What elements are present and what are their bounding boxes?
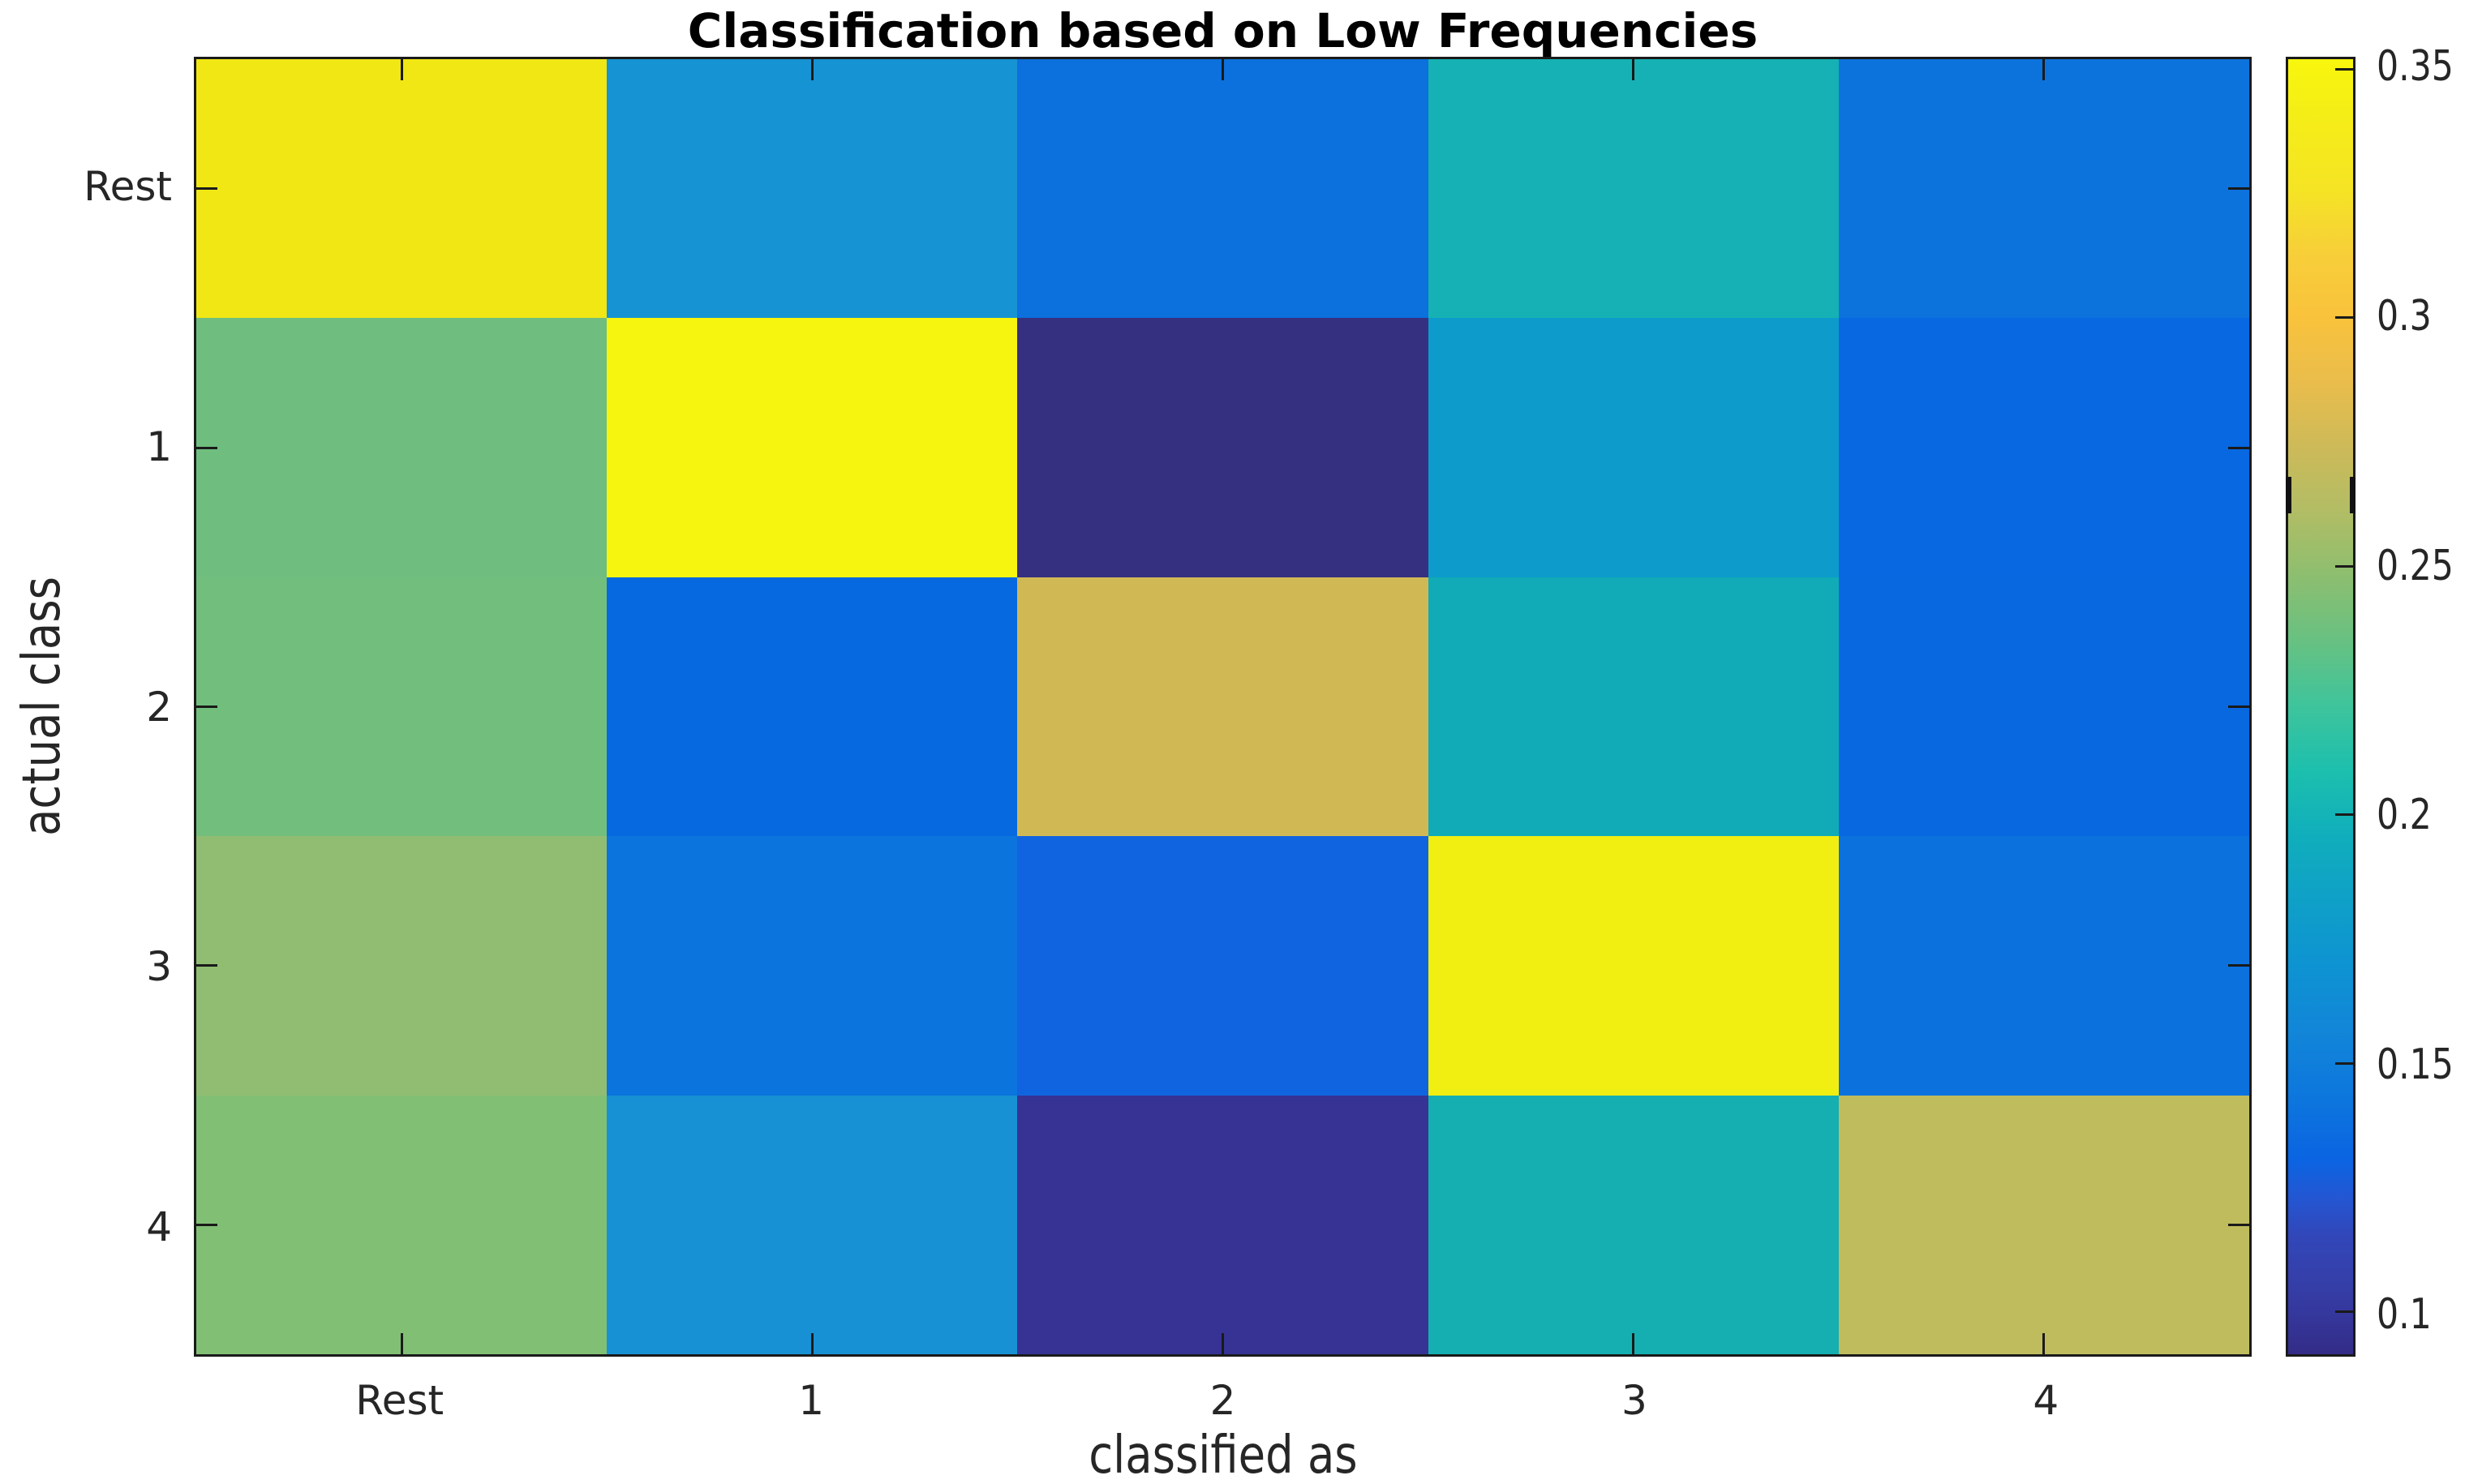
x-axis-label: classified as — [1088, 1426, 1358, 1484]
axis-tick — [196, 446, 217, 449]
colorbar-tick-label-2: 0.25 — [2377, 541, 2454, 590]
x-tick-label-4: 4 — [2033, 1377, 2059, 1424]
colorbar-tick-label-0: 0.35 — [2377, 42, 2454, 92]
y-tick-labels: Rest 1 2 3 4 — [0, 57, 172, 1357]
axis-tick — [2228, 187, 2249, 191]
axis-tick — [810, 1333, 814, 1354]
heatmap-cell-r1c1 — [607, 318, 1018, 577]
y-tick-label-0: Rest — [84, 163, 172, 211]
y-tick-label-3: 3 — [146, 943, 172, 991]
heatmap-cell-r4c0 — [196, 1095, 608, 1354]
y-tick-label-2: 2 — [146, 683, 172, 731]
x-tick-label-1: 1 — [798, 1377, 824, 1424]
colorbar-tick-label-4: 0.15 — [2377, 1040, 2454, 1090]
axis-tick — [810, 59, 814, 80]
colorbar-tick-label-3: 0.2 — [2377, 791, 2432, 840]
colorbar-tick — [2335, 1310, 2353, 1314]
heatmap-cell-r4c4 — [1838, 1095, 2249, 1354]
colorbar — [2286, 57, 2355, 1357]
colorbar-tick — [2335, 316, 2353, 320]
heatmap-cell-r1c4 — [1838, 318, 2249, 577]
heatmap-cell-r0c1 — [607, 59, 1018, 319]
colorbar-tick-labels: 0.35 0.3 0.25 0.2 0.15 0.1 — [2377, 42, 2465, 1357]
x-tick-label-2: 2 — [1209, 1377, 1236, 1424]
colorbar-tick-label-1: 0.3 — [2377, 291, 2432, 341]
axis-tick — [2042, 59, 2046, 80]
colorbar-tick — [2335, 813, 2353, 817]
heatmap-cell-r1c0 — [196, 318, 608, 577]
heatmap-cell-r4c1 — [607, 1095, 1018, 1354]
heatmap-cell-r3c4 — [1838, 836, 2249, 1096]
heatmap-cell-r4c2 — [1017, 1095, 1428, 1354]
colorbar-tick-label-5: 0.1 — [2377, 1289, 2432, 1339]
axis-tick — [400, 1333, 403, 1354]
axis-tick — [400, 59, 403, 80]
x-tick-label-3: 3 — [1621, 1377, 1647, 1424]
heatmap-cell-r3c1 — [607, 836, 1018, 1096]
axis-tick — [1632, 1333, 1635, 1354]
heatmap-cell-r0c2 — [1017, 59, 1428, 319]
axis-tick — [2228, 964, 2249, 967]
heatmap-cell-r3c2 — [1017, 836, 1428, 1096]
colorbar-tick — [2335, 67, 2353, 71]
heatmap-cell-r3c0 — [196, 836, 608, 1096]
heatmap-cell-r4c3 — [1428, 1095, 1839, 1354]
axis-tick — [2228, 706, 2249, 708]
heatmap-cell-r0c4 — [1838, 59, 2249, 319]
colorbar-tick — [2335, 564, 2353, 568]
heatmap-cell-r2c3 — [1428, 577, 1839, 837]
heatmap-cell-r2c4 — [1838, 577, 2249, 837]
axis-tick — [196, 706, 217, 708]
axis-tick — [196, 1223, 217, 1226]
heatmap-cell-r3c3 — [1428, 836, 1839, 1096]
heatmap-cell-r1c2 — [1017, 318, 1428, 577]
y-tick-label-4: 4 — [146, 1203, 172, 1250]
heatmap-cell-r2c2 — [1017, 577, 1428, 837]
axis-tick — [1222, 1333, 1224, 1354]
heatmap-cell-r2c1 — [607, 577, 1018, 837]
axis-tick — [2228, 446, 2249, 449]
heatmap-cell-r0c0 — [196, 59, 608, 319]
heatmap-cell-r0c3 — [1428, 59, 1839, 319]
colorbar-tick — [2335, 1062, 2353, 1065]
axis-tick — [196, 187, 217, 191]
colorbar-edge-mark — [2286, 477, 2291, 513]
heatmap-grid — [196, 59, 2249, 1354]
heatmap-cell-r2c0 — [196, 577, 608, 837]
heatmap-cell-r1c3 — [1428, 318, 1839, 577]
x-tick-label-0: Rest — [355, 1377, 444, 1424]
axis-tick — [196, 964, 217, 967]
x-tick-labels: Rest 1 2 3 4 — [194, 1377, 2252, 1426]
axis-tick — [2228, 1223, 2249, 1226]
colorbar-edge-mark — [2350, 477, 2355, 513]
axis-tick — [1222, 59, 1224, 80]
heatmap-plot — [194, 57, 2252, 1357]
axis-tick — [2042, 1333, 2046, 1354]
chart-title: Classification based on Low Frequencies — [687, 3, 1759, 58]
y-tick-label-1: 1 — [146, 422, 172, 470]
axis-tick — [1632, 59, 1635, 80]
